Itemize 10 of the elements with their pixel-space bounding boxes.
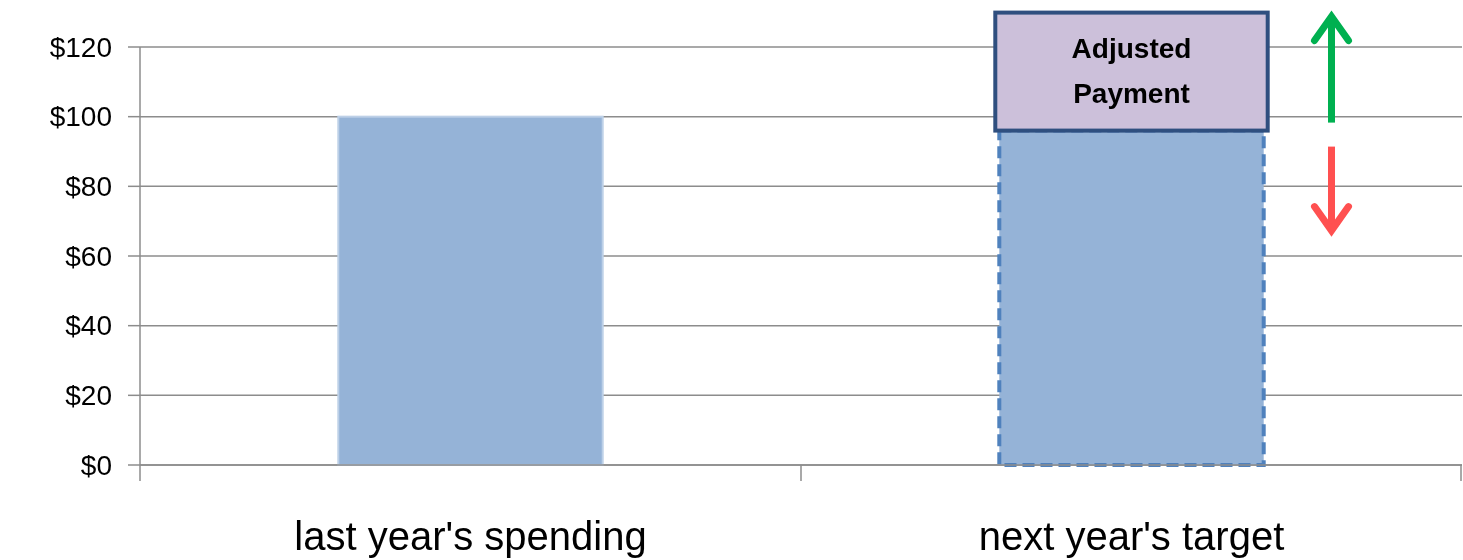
- y-tick-label: $60: [65, 240, 112, 272]
- y-tick-label: $80: [65, 171, 112, 203]
- y-tick-label: $120: [49, 31, 112, 63]
- y-tick-label: $100: [49, 101, 112, 133]
- y-tick-label: $0: [80, 449, 112, 481]
- x-tick-label: next year's target: [978, 514, 1285, 558]
- y-tick-label: $40: [65, 310, 112, 342]
- y-tick-label: $20: [65, 380, 112, 412]
- x-tick-label: last year's spending: [294, 514, 647, 558]
- annotation: Adjusted Payment: [1071, 32, 1192, 109]
